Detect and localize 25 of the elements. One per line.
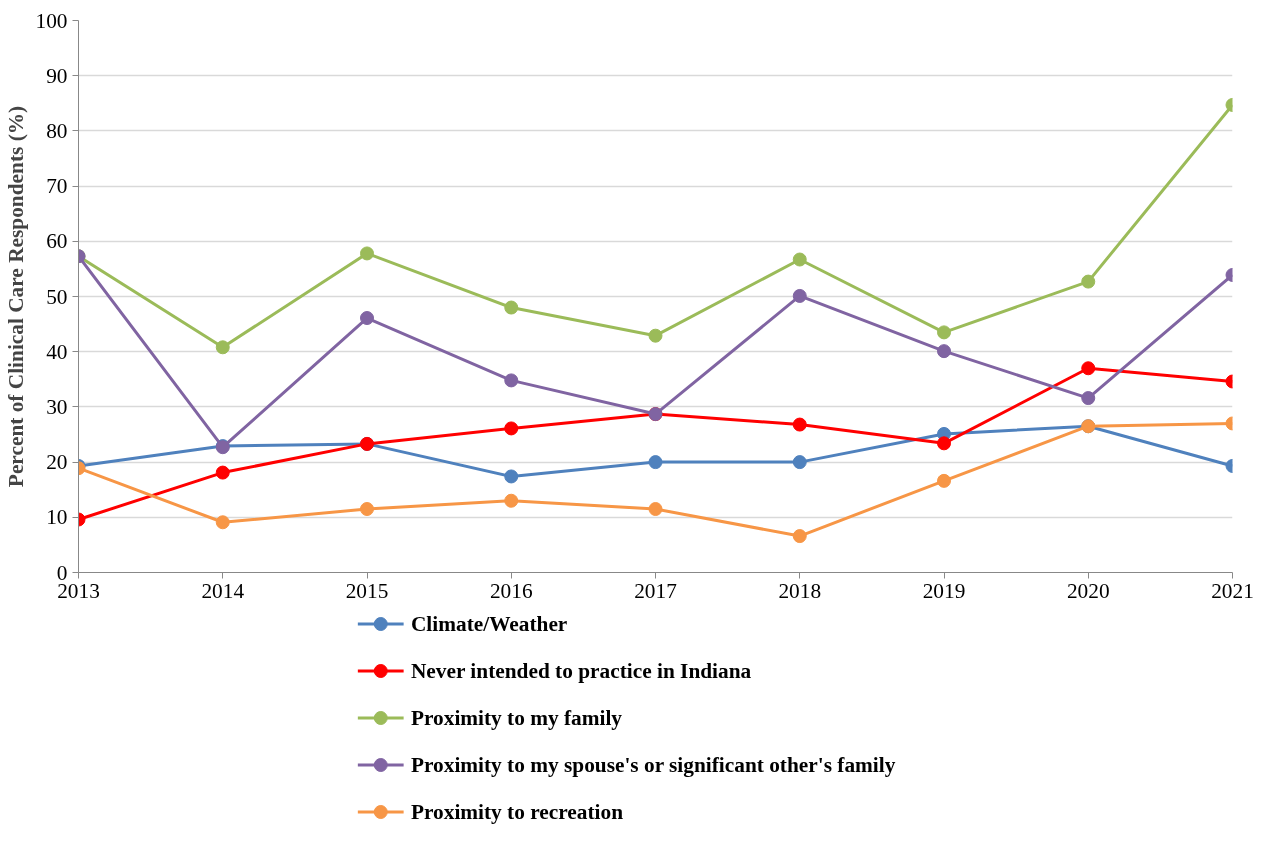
x-tick-label: 2016 <box>489 578 533 603</box>
y-tick-label: 100 <box>35 8 68 33</box>
y-tick-label: 10 <box>46 505 68 530</box>
y-tick-label: 30 <box>46 394 68 419</box>
x-tick-label: 2020 <box>1066 578 1110 603</box>
x-tick-label: 2021 <box>1211 578 1254 603</box>
y-tick-label: 80 <box>46 118 68 143</box>
x-tick-label: 2019 <box>922 578 966 603</box>
x-tick-label: 2017 <box>634 578 678 603</box>
legend-label: Proximity to recreation <box>410 800 624 824</box>
legend-label: Never intended to practice in Indiana <box>410 659 752 683</box>
legend-label: Climate/Weather <box>410 612 568 636</box>
x-tick-label: 2015 <box>345 578 389 603</box>
y-tick-label: 20 <box>46 450 68 475</box>
y-tick-label: 40 <box>46 339 68 364</box>
y-tick-label: 90 <box>46 63 68 88</box>
x-tick-label: 2014 <box>201 578 245 603</box>
legend-label: Proximity to my spouse's or significant other's family <box>410 753 896 777</box>
y-tick-label: 60 <box>46 229 68 254</box>
y-tick-label: 50 <box>46 284 68 309</box>
y-tick-label: 70 <box>46 174 68 199</box>
y-axis-title: Percent of Clinical Care Respondents (%) <box>3 105 28 488</box>
legend-label: Proximity to my family <box>410 706 623 730</box>
x-tick-label: 2018 <box>778 578 822 603</box>
y-tick-label: 0 <box>56 560 68 585</box>
